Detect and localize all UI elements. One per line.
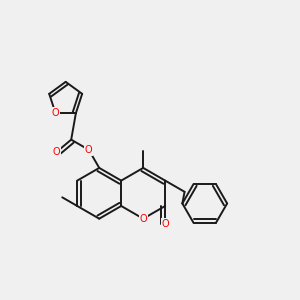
Text: O: O — [161, 219, 169, 229]
Text: O: O — [85, 145, 93, 155]
Text: O: O — [52, 147, 60, 157]
Text: O: O — [140, 214, 147, 224]
Text: O: O — [52, 108, 59, 118]
